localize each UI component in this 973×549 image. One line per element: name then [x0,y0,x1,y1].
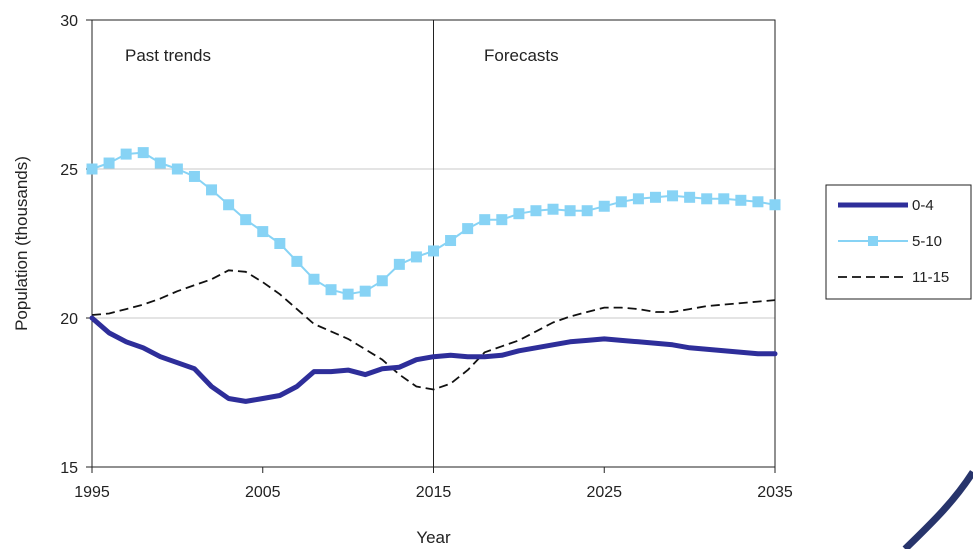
series-lines [86,147,781,404]
data-point [547,203,559,215]
corner-decoration [902,470,973,549]
data-point [632,193,644,205]
legend: 0-4 5-10 11-15 [825,184,972,300]
data-point [274,238,286,249]
legend-item-5-10: 5-10 [838,233,942,250]
data-point [496,214,508,226]
y-tick-label: 15 [60,460,78,477]
y-tick-label: 20 [60,311,78,328]
data-point [223,199,235,211]
data-point [393,258,405,270]
x-tick-label: 1995 [74,484,110,501]
y-axis-title: Population (thousands) [12,156,31,331]
data-point [359,285,371,297]
data-point [410,251,422,263]
data-point [581,205,593,217]
data-point [684,191,696,203]
x-axis-title: Year [416,528,451,547]
data-point [376,275,388,287]
x-tick-label: 2005 [245,484,281,501]
data-point [718,193,730,205]
data-point [103,157,115,169]
legend-label: 5-10 [912,233,942,250]
data-point [206,184,218,196]
data-point [171,163,183,175]
data-point [445,235,457,247]
data-point [86,163,98,175]
data-point [667,190,679,202]
data-point [240,214,252,226]
data-point [308,273,320,285]
data-point [479,214,491,226]
data-point [120,148,132,160]
data-point [513,208,525,220]
data-point [598,200,610,212]
data-point [428,245,439,257]
legend-item-0-4: 0-4 [838,197,934,214]
data-point [137,147,149,159]
annotation-past-trends: Past trends [125,46,211,65]
series-5-10 [86,147,781,300]
data-point [188,170,200,182]
y-tick-label: 25 [60,162,78,179]
data-point [154,157,166,169]
legend-label: 0-4 [912,197,934,214]
series-0-4-line [89,315,778,404]
legend-label: 11-15 [912,269,949,286]
series-0-4 [89,315,778,404]
x-tick-label: 2015 [416,484,452,501]
x-tick-label: 2035 [757,484,793,501]
annotation-forecasts: Forecasts [484,46,559,65]
data-point [615,196,627,208]
data-point [257,226,269,238]
data-point [462,223,474,235]
data-point [564,205,576,217]
series-11-15 [91,269,776,391]
legend-marker [868,236,878,246]
x-tick-label: 2025 [586,484,622,501]
series-11-15-line [91,269,776,391]
legend-item-11-15: 11-15 [838,269,949,286]
data-point [342,288,354,300]
data-point [649,191,661,203]
data-point [701,193,713,205]
data-point [291,255,303,267]
data-point [769,199,781,211]
data-point [735,194,747,206]
data-point [325,284,337,296]
y-tick-label: 30 [60,13,78,30]
data-point [752,196,764,208]
data-point [530,205,542,217]
